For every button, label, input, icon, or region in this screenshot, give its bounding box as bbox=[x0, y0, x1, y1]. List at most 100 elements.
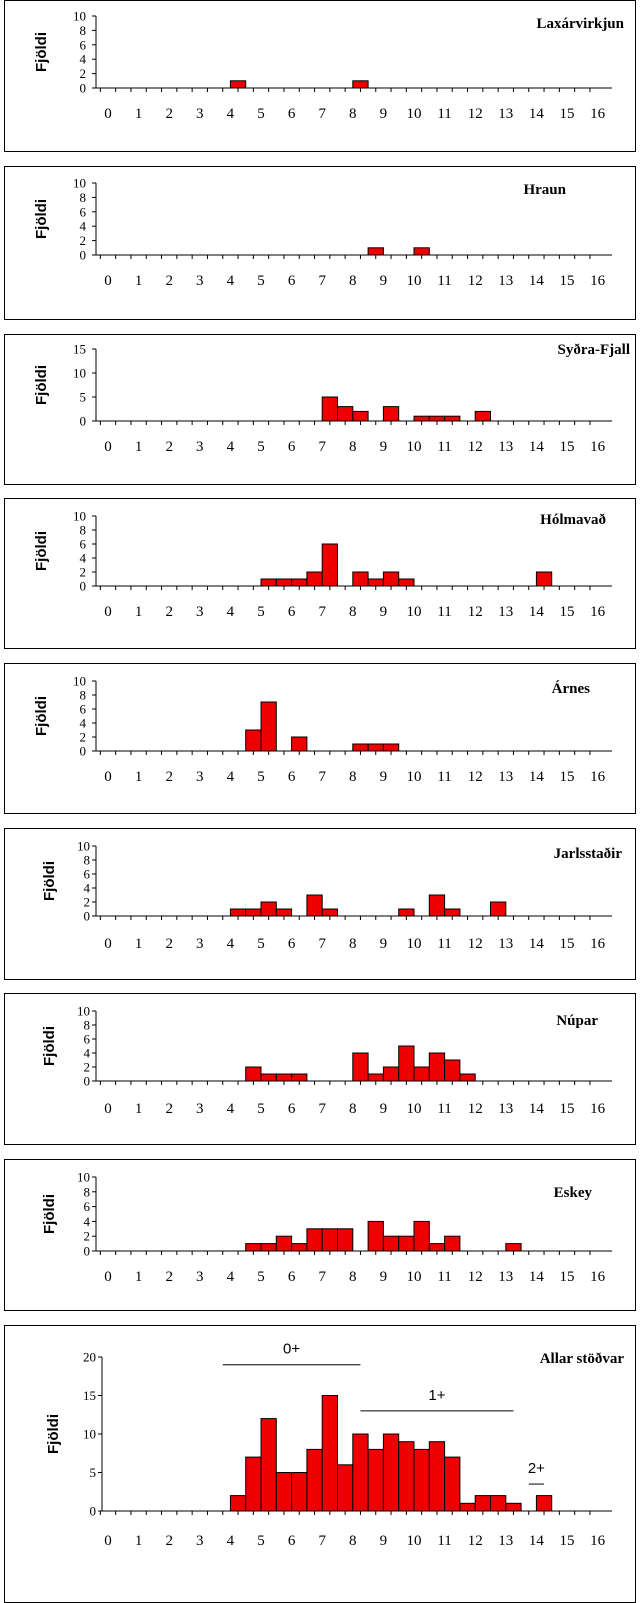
y-tick-label: 4 bbox=[84, 1214, 91, 1229]
y-tick-label: 0 bbox=[90, 1504, 97, 1519]
x-tick-label: 11 bbox=[437, 604, 451, 620]
bar bbox=[505, 1502, 522, 1512]
bar bbox=[444, 1059, 461, 1082]
x-tick-label: 14 bbox=[529, 439, 545, 455]
x-tick-label: 1 bbox=[135, 1533, 143, 1549]
bar bbox=[291, 1472, 308, 1512]
y-axis-label: Fjöldi bbox=[41, 1194, 58, 1234]
x-tick-label: 15 bbox=[560, 769, 575, 785]
x-tick-label: 2 bbox=[165, 1269, 173, 1285]
x-tick-label: 5 bbox=[257, 936, 265, 952]
chart-border bbox=[4, 166, 636, 320]
y-tick-label: 10 bbox=[83, 1427, 96, 1442]
y-tick-label: 10 bbox=[77, 1004, 90, 1019]
y-tick-label: 6 bbox=[84, 867, 91, 882]
x-tick-label: 6 bbox=[288, 1533, 296, 1549]
x-tick-label: 14 bbox=[529, 273, 545, 289]
x-tick-label: 11 bbox=[437, 936, 451, 952]
x-tick-label: 0 bbox=[104, 936, 112, 952]
chart-title: Hólmavað bbox=[540, 512, 606, 528]
x-tick-label: 0 bbox=[104, 439, 112, 455]
age-group-label: 2+ bbox=[528, 1460, 545, 1477]
bar bbox=[352, 1433, 369, 1512]
y-tick-label: 8 bbox=[84, 1184, 91, 1199]
y-tick-label: 4 bbox=[84, 1046, 91, 1061]
chart-panel-6: Jarlsstaðir Fjöldi 0 2 4 6 8 10 0 1 2 3 4 5 6 7 8 9 10 11 12… bbox=[0, 828, 640, 980]
x-tick-label: 14 bbox=[529, 604, 545, 620]
x-tick-label: 10 bbox=[407, 936, 422, 952]
x-tick-label: 0 bbox=[104, 1101, 112, 1117]
chart-title: Syðra-Fjall bbox=[558, 342, 631, 358]
x-tick-label: 12 bbox=[468, 106, 483, 122]
y-tick-label: 4 bbox=[80, 219, 87, 234]
bar bbox=[352, 1052, 369, 1082]
x-tick-label: 6 bbox=[288, 936, 296, 952]
x-tick-label: 4 bbox=[227, 439, 235, 455]
x-tick-label: 15 bbox=[560, 439, 575, 455]
x-tick-label: 9 bbox=[380, 604, 388, 620]
bar bbox=[291, 578, 308, 587]
x-tick-label: 10 bbox=[407, 1101, 422, 1117]
x-tick-label: 9 bbox=[380, 439, 388, 455]
x-tick-label: 5 bbox=[257, 769, 265, 785]
chart-border bbox=[4, 1159, 636, 1311]
bar bbox=[275, 1073, 293, 1082]
bar bbox=[260, 1243, 277, 1252]
x-tick-label: 2 bbox=[165, 273, 173, 289]
bar bbox=[490, 901, 507, 917]
x-tick-label: 15 bbox=[560, 936, 575, 952]
x-tick-label: 2 bbox=[165, 936, 173, 952]
bar bbox=[474, 1495, 492, 1512]
bar bbox=[337, 1228, 354, 1252]
x-tick-label: 0 bbox=[104, 106, 112, 122]
chart-title: Allar stöðvar bbox=[540, 1351, 625, 1367]
bar bbox=[275, 1235, 293, 1252]
x-tick-label: 8 bbox=[349, 106, 357, 122]
bar bbox=[367, 1448, 384, 1512]
x-tick-label: 3 bbox=[196, 1269, 204, 1285]
chart-title: Núpar bbox=[556, 1013, 598, 1029]
x-tick-label: 10 bbox=[407, 769, 422, 785]
y-tick-label: 2 bbox=[80, 233, 87, 248]
bar bbox=[428, 415, 446, 422]
x-tick-label: 5 bbox=[257, 604, 265, 620]
x-tick-label: 16 bbox=[590, 604, 606, 620]
x-tick-label: 11 bbox=[437, 1101, 451, 1117]
x-tick-label: 16 bbox=[590, 439, 606, 455]
bar bbox=[321, 543, 339, 587]
chart-border bbox=[4, 498, 636, 649]
bar bbox=[260, 578, 277, 587]
y-tick-label: 10 bbox=[77, 839, 90, 854]
x-tick-label: 7 bbox=[318, 1269, 326, 1285]
x-tick-label: 0 bbox=[104, 1533, 112, 1549]
bar bbox=[413, 1220, 430, 1252]
x-tick-label: 0 bbox=[104, 769, 112, 785]
x-tick-label: 9 bbox=[380, 1101, 388, 1117]
x-tick-label: 16 bbox=[590, 936, 606, 952]
y-tick-label: 20 bbox=[83, 1350, 96, 1365]
bar bbox=[337, 406, 354, 422]
x-tick-label: 4 bbox=[227, 769, 235, 785]
y-tick-label: 8 bbox=[80, 688, 87, 703]
x-tick-label: 15 bbox=[560, 604, 575, 620]
bar bbox=[382, 571, 400, 587]
bar bbox=[321, 1228, 339, 1252]
bar bbox=[382, 406, 400, 422]
bar bbox=[321, 396, 339, 422]
bar bbox=[275, 1472, 293, 1512]
chart-panel-2: Hraun Fjöldi 0 2 4 6 8 10 0 1 2 3 4 5 6 7 8 9 10 11 12 13 14 15… bbox=[0, 166, 640, 320]
bar bbox=[398, 908, 415, 917]
y-tick-label: 10 bbox=[73, 674, 86, 689]
x-tick-label: 3 bbox=[196, 1101, 204, 1117]
x-tick-label: 6 bbox=[288, 1101, 296, 1117]
bar bbox=[535, 1495, 553, 1512]
y-tick-label: 2 bbox=[84, 1060, 91, 1075]
x-tick-label: 16 bbox=[590, 106, 606, 122]
x-tick-label: 2 bbox=[165, 1533, 173, 1549]
bar bbox=[306, 1228, 323, 1252]
bar bbox=[291, 736, 308, 752]
bar bbox=[382, 1235, 400, 1252]
chart-title: Eskey bbox=[554, 1185, 593, 1201]
y-tick-label: 6 bbox=[80, 37, 87, 52]
